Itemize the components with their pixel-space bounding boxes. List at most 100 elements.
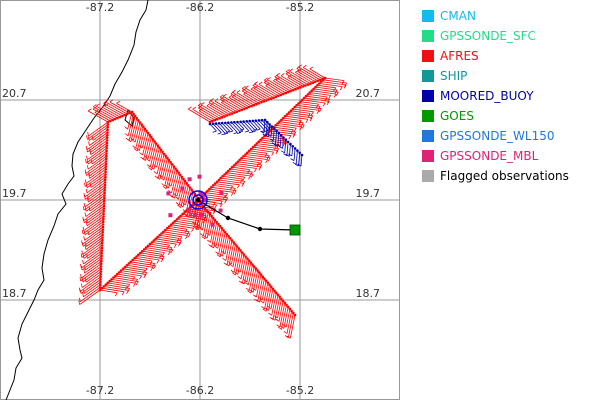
afres-barb-flag: [88, 136, 90, 141]
afres-point: [306, 83, 310, 86]
afres-barb-flag: [200, 102, 205, 106]
afres-barb-flag: [297, 68, 302, 72]
legend-item-gpssonde-sfc[interactable]: GPSSONDE_SFC: [422, 26, 598, 46]
afres-barb-flag: [317, 106, 321, 111]
coastline: [5, 0, 149, 400]
afres-barb-flag: [81, 250, 83, 255]
afres-point: [156, 235, 159, 239]
afres-barb-flag: [167, 244, 170, 249]
afres-barb-flag: [83, 289, 85, 294]
afres-point: [301, 85, 305, 88]
afres-point: [141, 249, 144, 253]
afres-barb: [144, 249, 165, 253]
map-plot[interactable]: -87.2 -86.2 -85.2 -87.2 -86.2 -85.2 20.7…: [0, 0, 400, 400]
afres-point: [105, 144, 109, 147]
legend-swatch-ship: [422, 70, 434, 82]
afres-barb-flag: [275, 77, 280, 81]
legend-item-afres[interactable]: AFRES: [422, 46, 598, 66]
afres-point: [308, 91, 312, 94]
afres-barb-flag: [132, 282, 136, 287]
afres-barb-flag: [82, 226, 85, 231]
afres-barb: [172, 172, 180, 198]
afres-barb: [252, 146, 279, 151]
moored-buoy-observations: [208, 118, 304, 167]
afres-barb-flag: [333, 93, 337, 98]
legend-label-gpssonde-wl150: GPSSONDE_WL150: [440, 129, 555, 143]
legend-item-flagged[interactable]: Flagged observations: [422, 166, 598, 186]
afres-barb-flag: [142, 269, 146, 274]
afres-barb-flag: [150, 267, 154, 271]
afres-barb: [300, 101, 319, 105]
afres-barb: [88, 189, 105, 203]
afres-barb: [226, 240, 233, 266]
legend-item-moored-buoy[interactable]: MOORED_BUOY: [422, 86, 598, 106]
afres-barb-flag: [167, 251, 171, 256]
afres-point: [220, 116, 224, 119]
afres-point: [309, 82, 312, 85]
legend-item-goes[interactable]: GOES: [422, 106, 598, 126]
lon-tick-bottom-1: -87.2: [86, 384, 114, 397]
afres-point: [240, 156, 243, 160]
afres-barb: [88, 126, 108, 141]
afres-point: [280, 118, 283, 122]
afres-barb: [250, 88, 269, 100]
storm-center-track: [188, 190, 301, 236]
buoy-barb: [298, 152, 301, 167]
afres-barb-flag: [89, 183, 92, 188]
afres-barb-flag: [243, 279, 248, 283]
afres-point: [258, 271, 261, 274]
afres-barb: [194, 201, 201, 225]
buoy-point: [230, 121, 233, 124]
afres-barb: [87, 137, 108, 153]
afres-point: [304, 94, 308, 98]
afres-barb-flag: [127, 138, 132, 143]
legend-item-cman[interactable]: CMAN: [422, 6, 598, 26]
buoy-barb: [252, 120, 261, 130]
afres-point: [295, 104, 298, 107]
afres-point: [125, 264, 129, 267]
afres-barb: [258, 83, 279, 97]
buoy-point: [245, 120, 248, 123]
afres-barb-flag: [212, 243, 217, 247]
afres-barb: [226, 172, 251, 177]
buoy-barb-flag: [297, 163, 302, 167]
afres-barb: [176, 219, 197, 223]
afres-barb-flag: [94, 109, 99, 113]
afres-barb-flag: [229, 263, 234, 267]
legend-item-gpssonde-mbl[interactable]: GPSSONDE_MBL: [422, 146, 598, 166]
afres-barb-flag: [240, 178, 243, 183]
afres-barb: [87, 210, 104, 224]
afres-barb-flag: [237, 276, 242, 280]
afres-barb: [321, 81, 347, 86]
buoy-barb-flag: [285, 154, 290, 157]
afres-barb-flag: [208, 99, 213, 103]
afres-barb: [176, 176, 183, 197]
afres-point: [304, 84, 307, 87]
afres-barb-flag: [170, 249, 174, 254]
afres-barb-flag: [245, 287, 250, 291]
afres-barb: [127, 114, 134, 137]
afres-point: [193, 192, 197, 196]
afres-barb-flag: [184, 229, 188, 233]
afres-point: [218, 117, 222, 120]
afres-point: [259, 273, 263, 276]
afres-barb: [85, 271, 102, 283]
afres-barb-flag: [83, 230, 86, 235]
legend-item-gpssonde-wl150[interactable]: GPSSONDE_WL150: [422, 126, 598, 146]
afres-point: [161, 150, 164, 154]
afres-point: [229, 237, 232, 240]
afres-barb-flag: [161, 256, 165, 261]
afres-barb: [207, 190, 228, 194]
axis-tick-labels: -87.2 -86.2 -85.2 -87.2 -86.2 -85.2 20.7…: [2, 1, 380, 397]
afres-point: [100, 249, 104, 252]
afres-point: [151, 138, 155, 141]
afres-barb-flag: [101, 104, 106, 108]
afres-point: [116, 116, 119, 120]
afres-barb: [230, 93, 252, 107]
afres-barb: [210, 100, 233, 114]
legend-item-ship[interactable]: SHIP: [422, 66, 598, 86]
afres-barb-flag: [153, 171, 158, 175]
afres-barb-flag: [127, 284, 131, 288]
afres-barb: [267, 79, 289, 93]
afres-point: [177, 171, 180, 175]
